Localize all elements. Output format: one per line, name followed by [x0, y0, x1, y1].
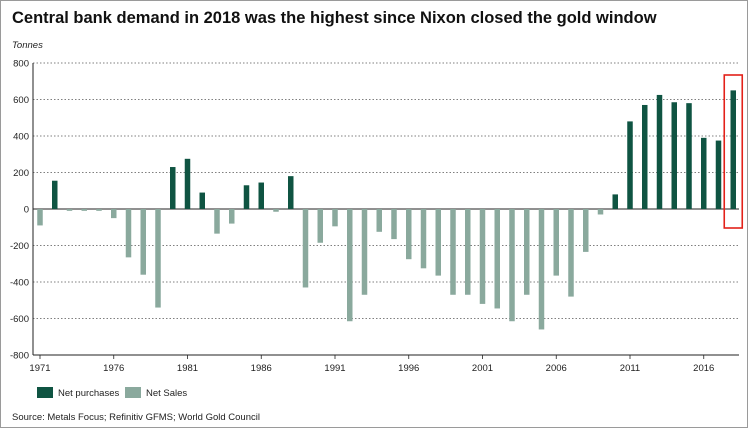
bar-1991: [332, 209, 338, 227]
bar-2012: [642, 104, 648, 209]
y-tick-label: 0: [24, 205, 29, 216]
y-axis-ticks: 800 600 400 200 0 -200 -400 -600 -800: [10, 59, 29, 362]
legend-label-net-purchases: Net purchases: [58, 388, 120, 399]
bar-2015: [686, 103, 692, 209]
bar-2018: [730, 90, 736, 210]
bar-1986: [258, 182, 264, 209]
bar-1983: [214, 209, 220, 234]
chart-title: Central bank demand in 2018 was the high…: [12, 9, 657, 27]
bar-2017: [715, 140, 722, 209]
bar-1971: [37, 209, 43, 226]
x-tick-label: 1991: [324, 363, 345, 374]
bar-2013: [656, 94, 663, 209]
bar-1981: [184, 158, 191, 209]
bar-1989: [302, 209, 309, 288]
bar-2011: [627, 121, 633, 209]
x-tick-label: 2016: [693, 363, 714, 374]
grid-lines: [32, 62, 739, 356]
y-tick-label: 400: [13, 132, 29, 143]
bar-1976: [111, 209, 117, 219]
bar-1987: [273, 209, 279, 212]
bar-1993: [361, 209, 368, 295]
y-tick-label: 600: [13, 95, 29, 106]
x-tick-label: 1971: [29, 363, 50, 374]
x-tick-label: 2006: [546, 363, 567, 374]
bar-2003: [509, 209, 515, 322]
y-tick-label: -200: [10, 241, 29, 252]
bar-2006: [553, 209, 559, 276]
bar-2007: [568, 209, 574, 297]
y-tick-label: -800: [10, 351, 29, 362]
bar-1979: [155, 209, 161, 308]
x-tick-label: 1981: [177, 363, 198, 374]
bar-2005: [538, 209, 545, 330]
legend-swatch-net-purchases: [37, 387, 53, 398]
bar-1995: [391, 209, 397, 240]
x-tick-label: 1986: [251, 363, 272, 374]
x-axis-ticks: 1971 1976 1981 1986 1991 1996 2001 2006 2011 2016: [29, 355, 714, 374]
bar-2001: [479, 209, 486, 304]
bar-2009: [597, 209, 604, 215]
y-tick-label: 800: [13, 59, 29, 70]
highlight-box: [723, 74, 744, 229]
bar-2014: [671, 102, 677, 209]
legend-swatch-net-sales: [125, 387, 141, 398]
bar-2000: [465, 209, 471, 295]
bar-1972: [52, 180, 58, 209]
bar-1984: [229, 209, 235, 224]
x-tick-label: 2001: [472, 363, 493, 374]
y-tick-label: 200: [13, 168, 29, 179]
bar-2010: [612, 194, 618, 209]
y-tick-label: -400: [10, 278, 29, 289]
bar-1978: [140, 209, 146, 275]
bar-1975: [96, 209, 102, 211]
bar-2004: [524, 209, 530, 295]
bar-1999: [450, 209, 456, 295]
bar-1990: [317, 209, 323, 243]
bar-1988: [288, 176, 294, 209]
source-note: Source: Metals Focus; Refinitiv GFMS; Wo…: [12, 412, 260, 423]
x-tick-label: 2011: [620, 363, 640, 374]
legend: Net purchases Net Sales: [37, 387, 187, 399]
bar-1985: [243, 185, 250, 209]
x-tick-label: 1976: [103, 363, 124, 374]
bar-1998: [435, 209, 441, 276]
bar-2002: [494, 209, 500, 309]
bar-1996: [406, 209, 412, 260]
bars: [37, 90, 736, 330]
bar-1980: [170, 167, 176, 209]
x-tick-label: 1996: [398, 363, 419, 374]
bar-1974: [81, 209, 87, 211]
bar-1992: [347, 209, 353, 322]
bar-1997: [420, 209, 427, 269]
bar-1994: [376, 209, 382, 232]
bar-2016: [701, 137, 707, 209]
bar-2008: [583, 209, 589, 252]
y-axis-unit-label: Tonnes: [12, 40, 43, 51]
y-tick-label: -600: [10, 314, 29, 325]
legend-label-net-sales: Net Sales: [146, 388, 187, 399]
bar-1977: [125, 209, 132, 258]
bar-1982: [199, 192, 205, 209]
bar-1973: [66, 209, 73, 211]
highlight-box-2018: [723, 74, 744, 229]
